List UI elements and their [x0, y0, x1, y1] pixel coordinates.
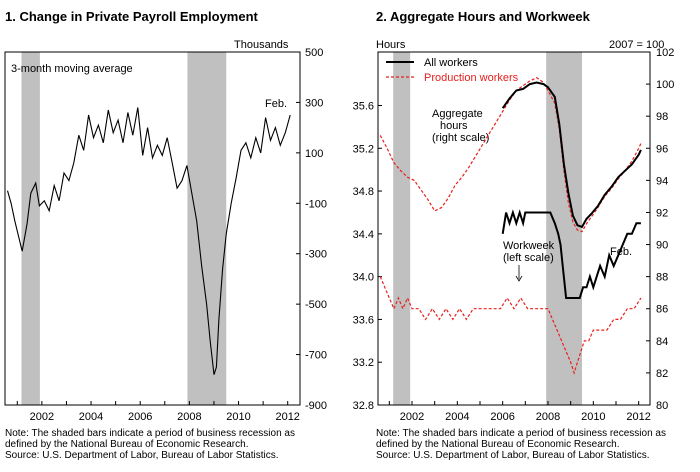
recession-bar-1 — [21, 52, 40, 405]
chart-2-source-line: Source: U.S. Department of Labor, Bureau… — [376, 450, 649, 461]
right-y-tick-label: 90 — [656, 240, 668, 252]
y-tick-label: -900 — [305, 400, 327, 412]
x-tick-label: 2010 — [226, 411, 250, 423]
right-y-tick-label: 100 — [656, 79, 674, 91]
left-y-tick-label: 35.2 — [353, 143, 374, 155]
chart-1-moving-average-label: 3-month moving average — [11, 63, 133, 75]
chart-2-note-line-1: Note: The shaded bars indicate a period … — [376, 428, 666, 439]
x-tick-label: 2002 — [30, 411, 54, 423]
y-tick-label: -700 — [305, 350, 327, 362]
chart-1-x-axis: 2002 2004 2006 2008 2010 2012 — [16, 401, 300, 423]
left-y-tick-label: 34.0 — [353, 272, 374, 284]
chart-1-recession-bars — [21, 52, 227, 405]
right-y-tick-label: 94 — [656, 175, 668, 187]
chart-2-right-y-axis: 102 100 98 96 94 92 90 88 86 84 82 80 — [646, 47, 674, 412]
x-tick-label: 2010 — [581, 411, 605, 423]
y-tick-label: 500 — [305, 47, 323, 59]
chart-2-title: 2. Aggregate Hours and Workweek — [376, 9, 591, 24]
all-workers-workweek-line — [501, 209, 641, 299]
aggregate-annotation-line-2: hours — [440, 120, 468, 132]
chart-2-x-axis: 2002 2004 2006 2008 2010 2012 — [388, 401, 651, 423]
chart-1-payroll-line — [6, 107, 291, 375]
right-y-tick-label: 92 — [656, 207, 668, 219]
chart-2-note-line-2: defined by the National Bureau of Econom… — [376, 439, 619, 450]
workweek-annotation-line-2: (left scale) — [503, 252, 554, 264]
chart-2-recession-bars — [393, 52, 582, 405]
left-y-tick-label: 34.8 — [353, 186, 374, 198]
legend-all-workers-label: All workers — [424, 57, 478, 69]
chart-2-end-label: Feb. — [610, 246, 632, 258]
production-workers-workweek-line — [379, 276, 642, 375]
legend-production-workers-label: Production workers — [424, 72, 519, 84]
x-tick-label: 2012 — [626, 411, 650, 423]
x-tick-label: 2002 — [400, 411, 424, 423]
x-tick-label: 2006 — [490, 411, 514, 423]
left-y-tick-label: 33.6 — [353, 314, 374, 326]
chart-1-unit-label: Thousands — [234, 39, 289, 51]
chart-2-right-axis-label: 2007 = 100 — [609, 39, 664, 51]
left-y-tick-label: 34.4 — [353, 229, 374, 241]
recession-bar-2 — [546, 52, 582, 405]
x-tick-label: 2004 — [79, 411, 103, 423]
chart-1-end-label: Feb. — [265, 98, 287, 110]
y-tick-label: -300 — [305, 249, 327, 261]
y-tick-label: -500 — [305, 299, 327, 311]
chart-2-left-y-axis: 35.6 35.2 34.8 34.4 34.0 33.6 33.2 32.8 — [353, 100, 382, 412]
y-tick-label: -100 — [305, 198, 327, 210]
x-tick-label: 2008 — [177, 411, 201, 423]
aggregate-annotation-line-3: (right scale) — [432, 132, 489, 144]
chart-1-notes: Note: The shaded bars indicate a period … — [5, 428, 295, 461]
right-y-tick-label: 98 — [656, 111, 668, 123]
chart-1-y-axis: 500 300 100 -100 -300 -500 -700 -900 — [296, 47, 327, 412]
right-y-tick-label: 80 — [656, 400, 668, 412]
chart-1-note-line-2: defined by the National Bureau of Econom… — [5, 439, 248, 450]
y-tick-label: 100 — [305, 148, 323, 160]
chart-2-plot-frame — [377, 51, 651, 406]
right-y-tick-label: 84 — [656, 336, 668, 348]
production-workers-aggregate-line — [379, 77, 642, 233]
chart-2-notes: Note: The shaded bars indicate a period … — [376, 428, 666, 461]
left-y-tick-label: 33.2 — [353, 357, 374, 369]
right-y-tick-label: 102 — [656, 47, 674, 59]
y-tick-label: 300 — [305, 97, 323, 109]
all-workers-aggregate-line — [501, 81, 642, 229]
x-tick-label: 2004 — [445, 411, 469, 423]
chart-2-legend: All workers Production workers — [386, 57, 519, 84]
recession-bar-2 — [187, 52, 227, 405]
workweek-annotation-line-1: Workweek — [503, 240, 555, 252]
chart-1-note-line-1: Note: The shaded bars indicate a period … — [5, 428, 295, 439]
left-y-tick-label: 35.6 — [353, 100, 374, 112]
chart-1-source-line: Source: U.S. Department of Labor, Bureau… — [5, 450, 278, 461]
chart-2-group: 2. Aggregate Hours and Workweek Hours 20… — [353, 9, 675, 423]
right-y-tick-label: 96 — [656, 143, 668, 155]
workweek-annotation-arrowhead — [515, 275, 523, 282]
x-tick-label: 2006 — [128, 411, 152, 423]
chart-2-left-axis-label: Hours — [376, 39, 406, 51]
x-tick-label: 2012 — [275, 411, 299, 423]
chart-1-title: 1. Change in Private Payroll Employment — [5, 9, 259, 24]
left-y-tick-label: 32.8 — [353, 400, 374, 412]
aggregate-annotation-line-1: Aggregate — [432, 108, 483, 120]
chart-1-group: 1. Change in Private Payroll Employment … — [4, 9, 327, 423]
right-y-tick-label: 86 — [656, 304, 668, 316]
x-tick-label: 2008 — [536, 411, 560, 423]
right-y-tick-label: 88 — [656, 272, 668, 284]
right-y-tick-label: 82 — [656, 368, 668, 380]
recession-bar-1 — [393, 52, 411, 405]
chart-1-plot-frame — [4, 51, 301, 406]
